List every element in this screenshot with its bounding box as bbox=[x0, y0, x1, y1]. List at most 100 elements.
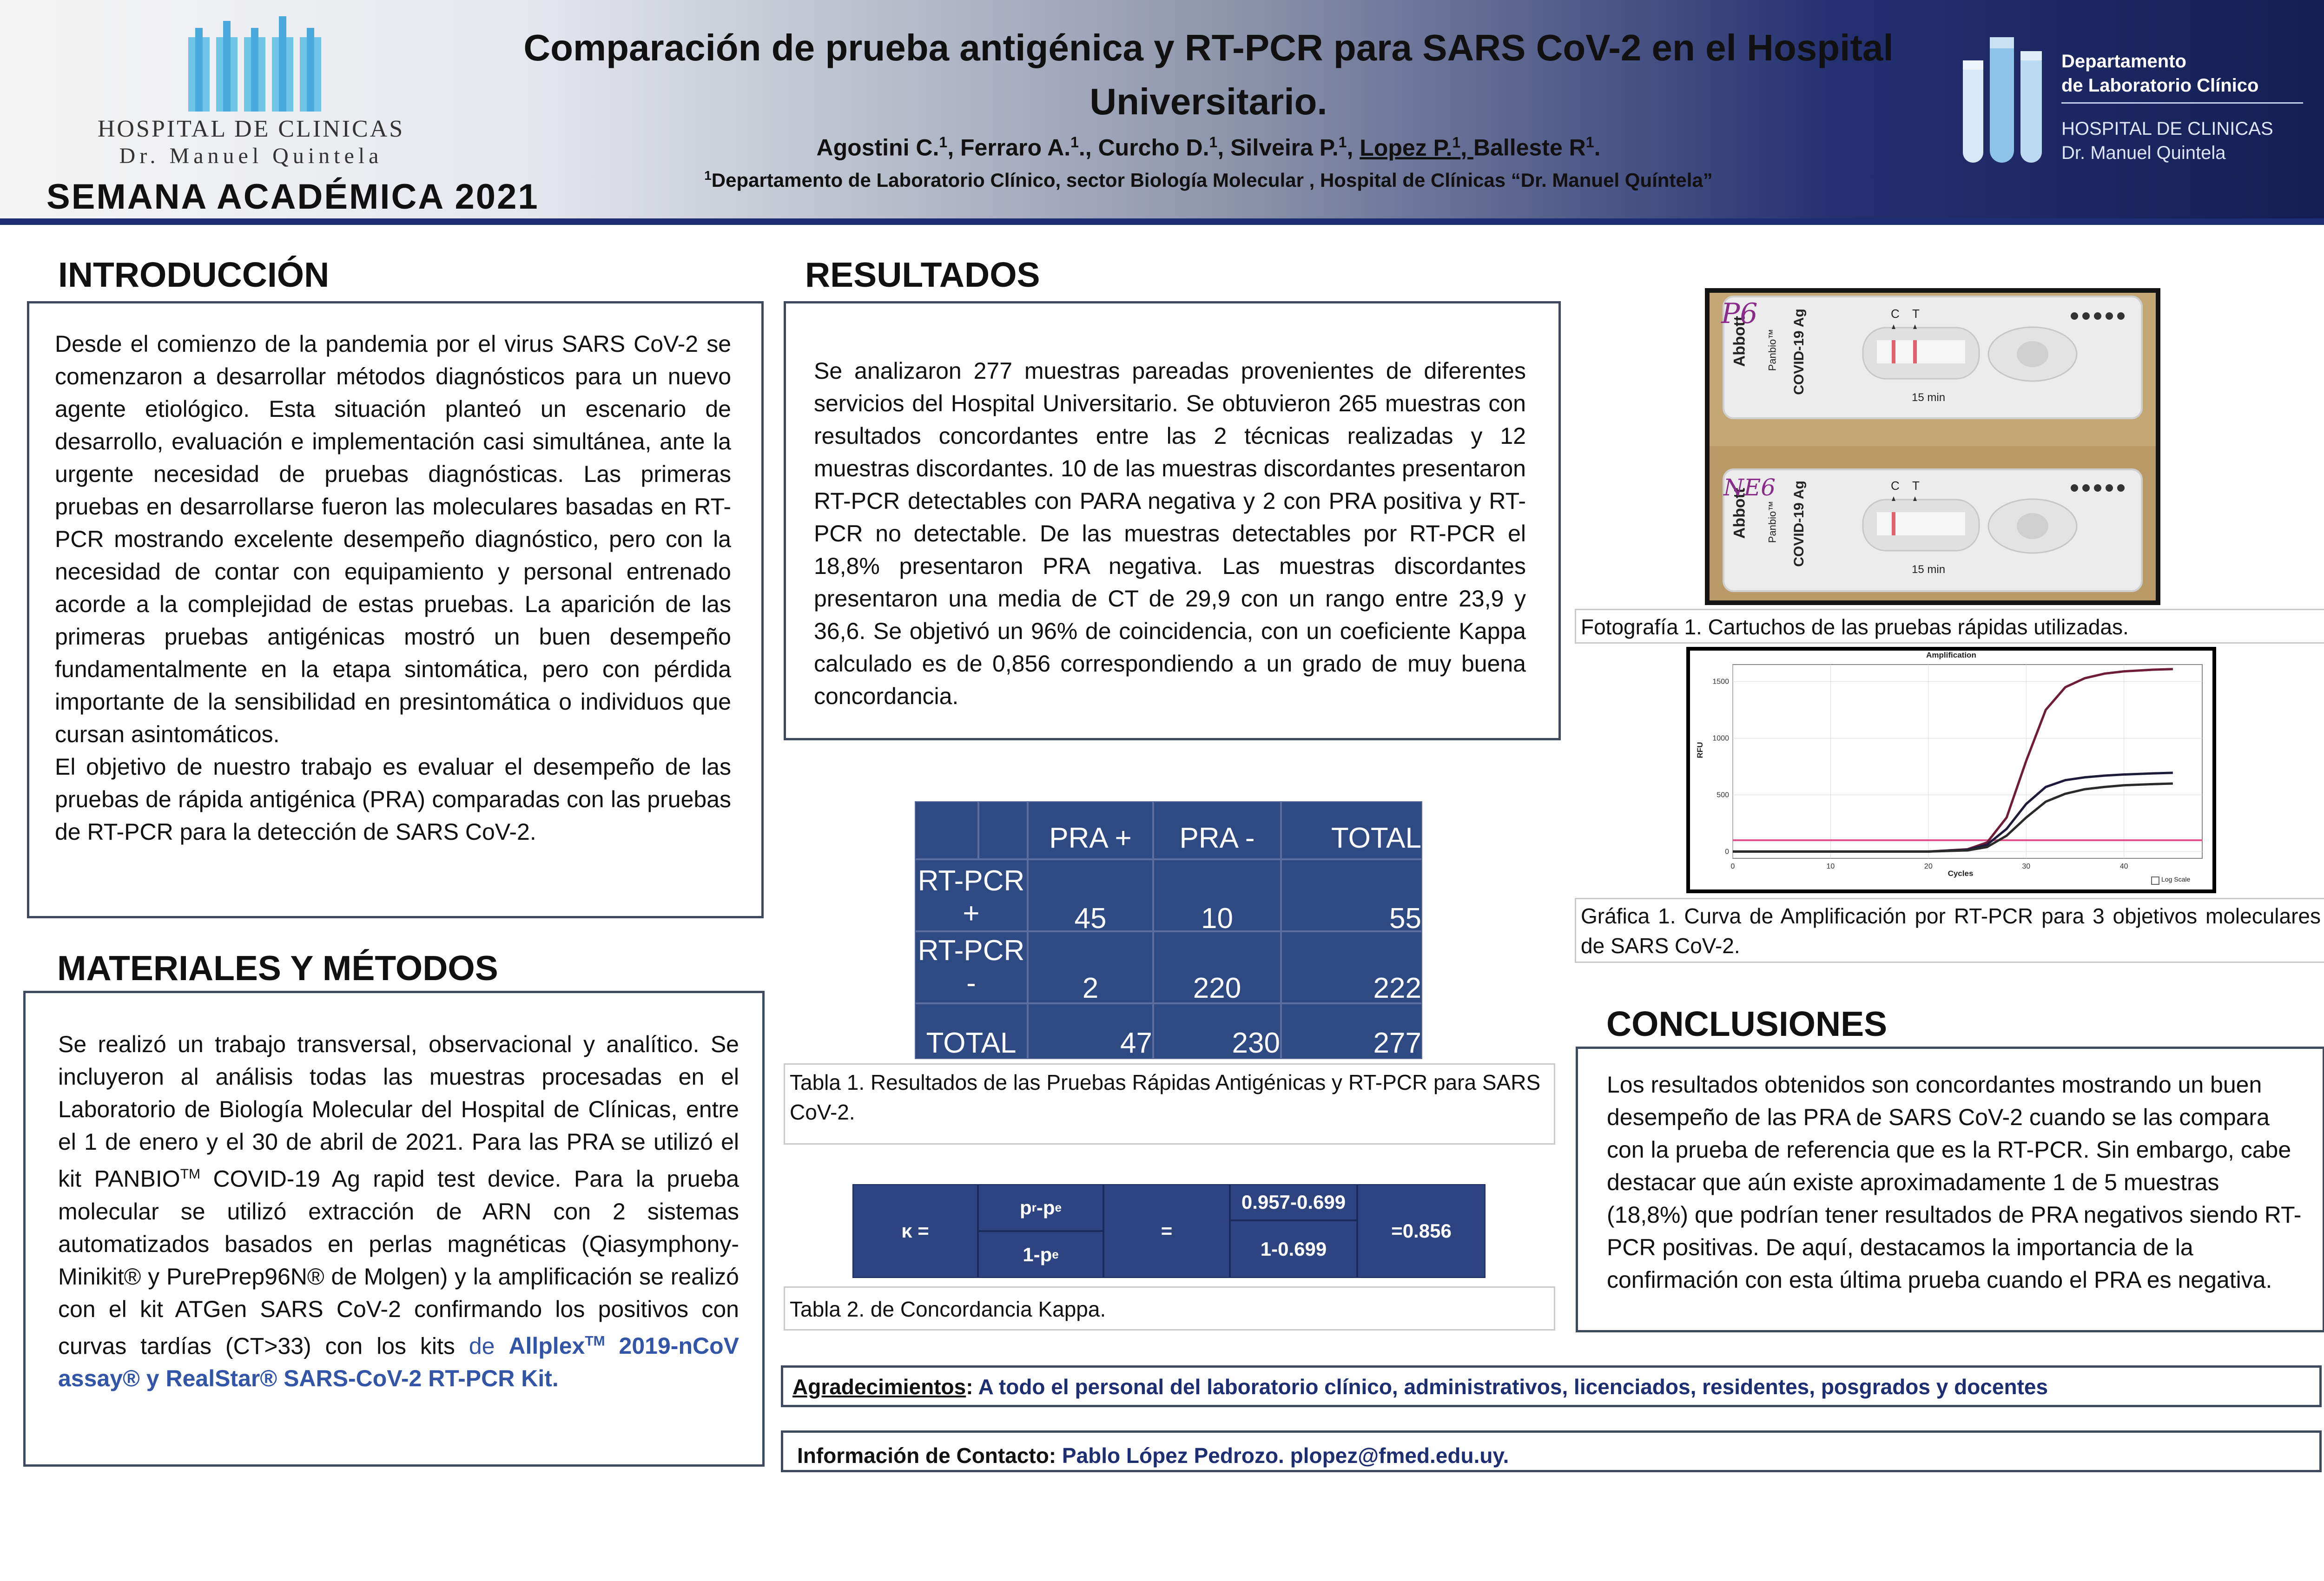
kappa-num-sub1: r bbox=[1031, 1200, 1037, 1214]
hospital-logo: HOSPITAL DE CLINICAS Dr. Manuel Quintela bbox=[88, 14, 414, 168]
dept-logo-line1: Departamento bbox=[2061, 51, 2186, 72]
author-sup: 1 bbox=[939, 134, 948, 151]
kappa-den-sub: e bbox=[1052, 1247, 1059, 1261]
header-rule bbox=[0, 218, 2324, 225]
contact-box: Información de Contacto: Pablo López Ped… bbox=[781, 1430, 2322, 1472]
methods-box: Se realizó un trabajo transversal, obser… bbox=[23, 991, 765, 1467]
author: Agostini C. bbox=[816, 134, 939, 161]
table-1-corner-a bbox=[915, 801, 978, 859]
author-sep: , bbox=[947, 134, 960, 161]
methods-text-a: Se realizó un trabajo transversal, obser… bbox=[58, 1031, 739, 1192]
amplification-chart: 0 10 20 30 40 0 500 1000 1500 bbox=[1690, 651, 2212, 889]
log-scale-checkbox[interactable] bbox=[2151, 876, 2159, 885]
kappa-den-value: 1-0.699 bbox=[1230, 1220, 1357, 1278]
table-1-row-label: RT-PCR + bbox=[915, 859, 1028, 931]
author-sep: , bbox=[1347, 134, 1360, 161]
y-tick-label: 1500 bbox=[1712, 678, 1729, 686]
chart-ylabel: RFU bbox=[1696, 742, 1704, 758]
results-box: Se analizaron 277 muestras pareadas prov… bbox=[784, 301, 1561, 740]
x-tick-label: 0 bbox=[1731, 863, 1735, 870]
table-1-row-label-b: - bbox=[966, 967, 976, 999]
photo-caption: Fotografía 1. Cartuchos de las pruebas r… bbox=[1575, 609, 2324, 644]
author-sep: , bbox=[1460, 134, 1473, 161]
dept-logo-line4: Dr. Manuel Quintela bbox=[2061, 143, 2226, 163]
table-1-cell: 55 bbox=[1281, 859, 1422, 935]
dept-logo-divider bbox=[2061, 102, 2303, 104]
kappa-den-pre: 1-p bbox=[1023, 1243, 1052, 1265]
intro-paragraph-2: El objetivo de nuestro trabajo es evalua… bbox=[55, 754, 731, 845]
kappa-num-value: 0.957-0.699 bbox=[1230, 1184, 1357, 1220]
cassette-1-c-label: C bbox=[1891, 307, 1900, 321]
affiliation: 1Departamento de Laboratorio Clínico, se… bbox=[488, 168, 1929, 191]
methods-allplex-name: Allplex bbox=[508, 1333, 585, 1359]
graph-caption: Gráfica 1. Curva de Amplificación por RT… bbox=[1575, 898, 2324, 963]
table-1: PRA + PRA - TOTAL RT-PCR + 45 10 55 RT-P… bbox=[915, 801, 1422, 1059]
x-tick-label: 20 bbox=[1924, 863, 1933, 870]
hospital-logo-line1: HOSPITAL DE CLINICAS bbox=[97, 116, 405, 142]
conclusions-box: Los resultados obtenidos son concordante… bbox=[1576, 1047, 2324, 1332]
methods-allplex-tm: TM bbox=[585, 1333, 605, 1349]
acknowledgements-text: A todo el personal del laboratorio clíni… bbox=[973, 1375, 2048, 1399]
methods-heading: MATERIALES Y MÉTODOS bbox=[57, 949, 498, 988]
table-1-cell: 220 bbox=[1153, 931, 1281, 1004]
cassette-1-t-label: T bbox=[1912, 307, 1920, 321]
acknowledgements-label: Agradecimientos bbox=[792, 1375, 966, 1399]
cassette-2-t-label: T bbox=[1912, 479, 1920, 493]
cassette-2-timer: 15 min bbox=[1912, 563, 1946, 576]
table-1-cell: 10 bbox=[1153, 859, 1281, 935]
amplification-curve bbox=[1733, 782, 2173, 853]
methods-text-b: COVID-19 Ag rapid test device. Para la p… bbox=[58, 1166, 739, 1359]
table-1-header-pra-neg: PRA - bbox=[1153, 801, 1281, 859]
x-tick-label: 40 bbox=[2120, 863, 2128, 870]
author-sep: ., bbox=[1078, 134, 1098, 161]
table-1-cell: 45 bbox=[1028, 859, 1153, 935]
kappa-num-minus: -p bbox=[1036, 1196, 1055, 1219]
tubes-icon bbox=[188, 16, 321, 112]
table-1-cell: 2 bbox=[1028, 931, 1153, 1004]
cassette-2-c-label: C bbox=[1891, 479, 1900, 493]
author-sup: 1 bbox=[1338, 134, 1347, 151]
cassette-1-handwriting: P6 bbox=[1721, 297, 1758, 330]
intro-text: Desde el comienzo de la pandemia por el … bbox=[55, 328, 731, 848]
poster-title: Comparación de prueba antigénica y RT-PC… bbox=[488, 21, 1929, 129]
results-heading: RESULTADOS bbox=[805, 255, 1040, 294]
author: Lopez P. bbox=[1360, 134, 1452, 161]
cassettes-photo bbox=[1710, 293, 2156, 600]
table-1-corner-b bbox=[978, 801, 1028, 859]
table-1-header-total: TOTAL bbox=[1281, 801, 1422, 859]
intro-heading: INTRODUCCIÓN bbox=[58, 255, 330, 294]
cassette-1-name: COVID-19 Ag bbox=[1791, 309, 1807, 395]
header-banner bbox=[0, 0, 2324, 218]
y-tick-label: 500 bbox=[1717, 791, 1729, 799]
table-1-header-pra-pos: PRA + bbox=[1028, 801, 1153, 859]
poster-title-line1: Comparación de prueba antigénica y RT-PC… bbox=[523, 27, 1894, 68]
author-sup: 1 bbox=[1209, 134, 1218, 151]
table-1-row-label-b: + bbox=[963, 897, 980, 929]
affiliation-sup: 1 bbox=[704, 168, 712, 183]
kappa-result: =0.856 bbox=[1357, 1184, 1486, 1278]
methods-text: Se realizó un trabajo transversal, obser… bbox=[58, 1028, 739, 1395]
dept-logo: Departamento de Laboratorio Clínico HOSP… bbox=[1959, 33, 2322, 172]
author-presenter: Lopez P.1, bbox=[1360, 134, 1473, 161]
acknowledgements-box: Agradecimientos: A todo el personal del … bbox=[781, 1365, 2322, 1407]
methods-text-c: de bbox=[469, 1333, 509, 1359]
kappa-symbol: κ = bbox=[852, 1184, 978, 1278]
cassette-1-product: Panbio™ bbox=[1766, 329, 1778, 371]
chart-title: Amplification bbox=[1926, 651, 1976, 659]
author-sup: 1 bbox=[1585, 134, 1594, 151]
kappa-num-p: p bbox=[1020, 1196, 1032, 1219]
acknowledgements-colon: : bbox=[966, 1375, 973, 1399]
author-sep: . bbox=[1594, 134, 1601, 161]
table-1-row-label-a: RT-PCR bbox=[918, 935, 1025, 967]
results-text: Se analizaron 277 muestras pareadas prov… bbox=[814, 358, 1526, 709]
author: Silveira P. bbox=[1230, 134, 1339, 161]
event-name: SEMANA ACADÉMICA 2021 bbox=[46, 177, 539, 217]
x-tick-label: 30 bbox=[2022, 863, 2030, 870]
dept-logo-line2: de Laboratorio Clínico bbox=[2061, 75, 2259, 96]
table-1-cell: 222 bbox=[1281, 931, 1422, 1004]
rapid-test-photo: Abbott Panbio™ COVID-19 Ag P6 C T 15 min… bbox=[1705, 288, 2160, 605]
contact-text: Pablo López Pedrozo. plopez@fmed.edu.uy. bbox=[1056, 1443, 1509, 1468]
dept-tubes-icon bbox=[1963, 37, 2042, 163]
intro-paragraph-1: Desde el comienzo de la pandemia por el … bbox=[55, 331, 731, 747]
table-1-cell: 47 bbox=[1028, 1003, 1153, 1059]
